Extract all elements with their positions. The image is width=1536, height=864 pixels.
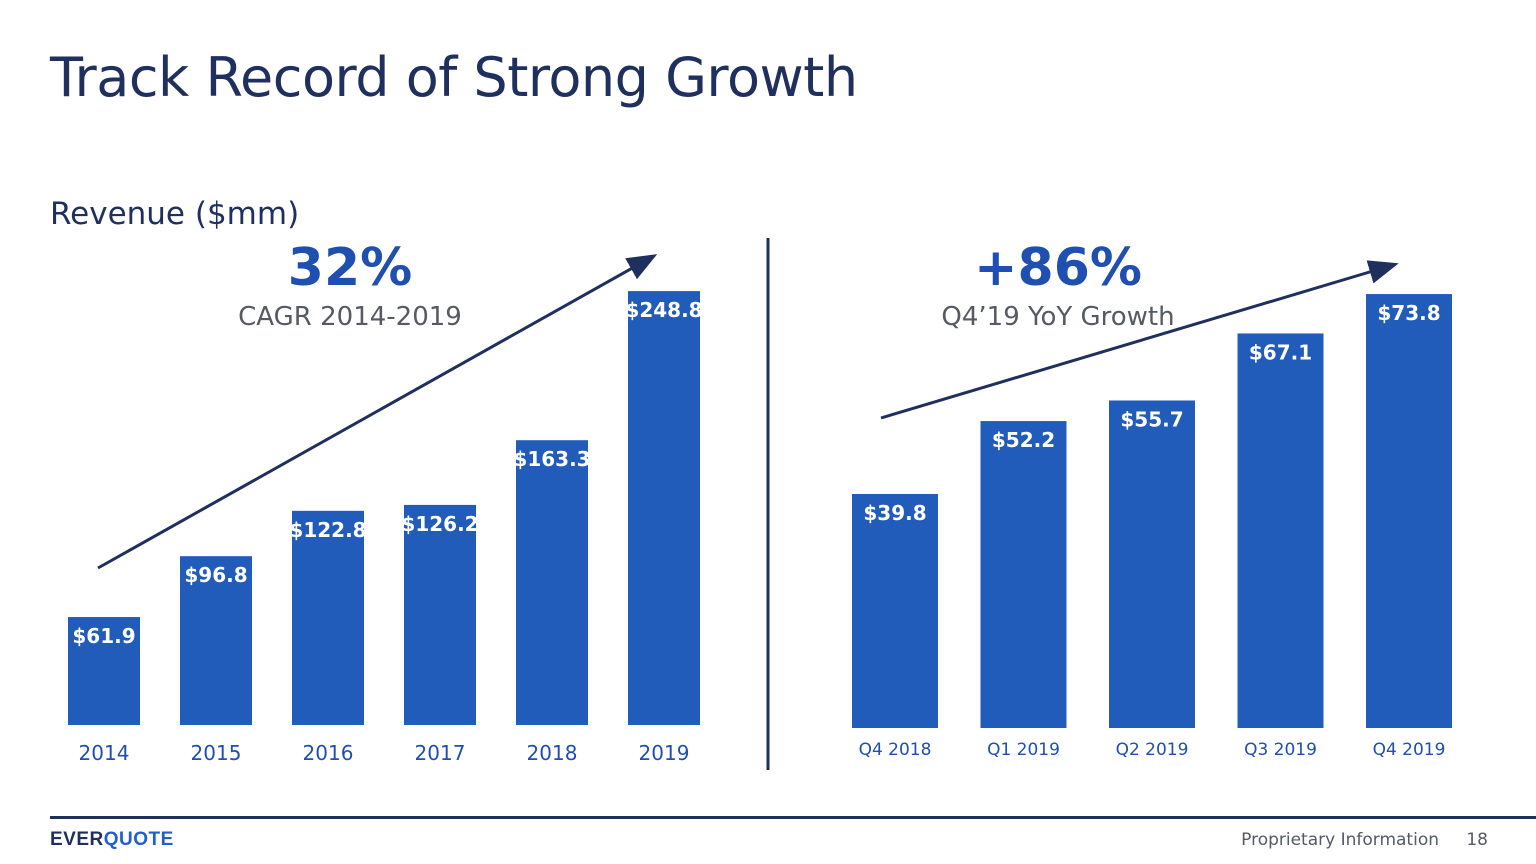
footer-divider: [50, 816, 1536, 819]
quarterly-bar-q2-2019: [1109, 400, 1195, 728]
annual-bar-2016: [292, 510, 364, 725]
annual-x-tick-label: 2017: [415, 741, 466, 765]
annual-bar-value-label: $122.8: [289, 518, 366, 542]
quarterly-bar-value-label: $73.8: [1377, 301, 1440, 325]
annual-bar-2015: [180, 556, 252, 725]
page-title: Track Record of Strong Growth: [50, 46, 858, 109]
annual-bar-value-label: $61.9: [72, 624, 135, 648]
annual-x-tick-label: 2018: [527, 741, 578, 765]
annual-x-tick-label: 2019: [639, 741, 690, 765]
annual-bar-value-label: $163.3: [513, 447, 590, 471]
proprietary-note: Proprietary Information: [1241, 830, 1439, 850]
cagr-value: 32%: [287, 238, 413, 298]
quarterly-bar-q1-2019: [980, 421, 1067, 728]
quarterly-x-tick-label: Q4 2019: [1373, 740, 1446, 760]
annual-bar-2017: [404, 504, 476, 725]
annual-x-tick-label: 2016: [303, 741, 354, 765]
quarterly-x-tick-label: Q3 2019: [1244, 740, 1317, 760]
quarterly-x-tick-label: Q2 2019: [1116, 740, 1189, 760]
yoy-growth-label: Q4’19 YoY Growth: [941, 302, 1175, 332]
quarterly-x-tick-label: Q4 2018: [859, 740, 932, 760]
cagr-trend-arrow: [97, 254, 658, 570]
cagr-label: CAGR 2014-2019: [238, 302, 462, 332]
quarterly-bar-q3-2019: [1237, 333, 1324, 728]
logo-text-quote: QUOTE: [103, 829, 174, 850]
annual-bar-2018: [516, 440, 588, 725]
page-number: 18: [1466, 830, 1488, 850]
quarterly-bar-q4-2019: [1366, 294, 1452, 728]
yoy-growth-value: +86%: [973, 238, 1143, 298]
yoy-trend-arrow: [880, 260, 1399, 420]
annual-bar-value-label: $96.8: [184, 563, 247, 587]
everquote-logo: EVERQUOTE: [50, 829, 174, 851]
annual-revenue-chart: $61.9 2014 $96.8 2015 $122.8 2016 $126.2 2017 $1…: [68, 291, 703, 765]
annual-bar-value-label: $248.8: [625, 298, 702, 322]
annual-bar-value-label: $126.2: [401, 512, 478, 536]
quarterly-bar-value-label: $67.1: [1249, 340, 1312, 364]
quarterly-bar-value-label: $55.7: [1120, 407, 1183, 431]
annual-bar-2019: [628, 291, 700, 725]
quarterly-revenue-chart: $39.8 Q4 2018 $52.2 Q1 2019 $55.7 Q2 2019 $67.…: [852, 294, 1452, 760]
annual-x-tick-label: 2015: [191, 741, 242, 765]
quarterly-bar-value-label: $39.8: [863, 501, 926, 525]
chart-subtitle: Revenue ($mm): [50, 196, 300, 232]
annual-bar-2014: [68, 617, 140, 725]
logo-text-ever: EVER: [50, 829, 104, 850]
quarterly-bar-value-label: $52.2: [992, 428, 1055, 452]
annual-x-tick-label: 2014: [79, 741, 130, 765]
quarterly-bar-q4-2018: [852, 493, 938, 728]
quarterly-x-tick-label: Q1 2019: [987, 740, 1060, 760]
